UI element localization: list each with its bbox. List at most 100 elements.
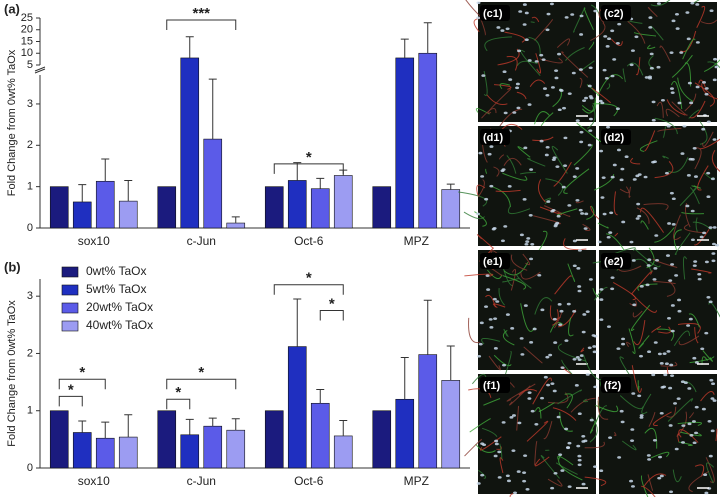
fiber [689, 100, 706, 119]
nucleus [707, 419, 712, 423]
nucleus [489, 184, 494, 188]
error-bar [101, 158, 110, 182]
nucleus [630, 439, 635, 442]
fiber [647, 44, 656, 50]
nucleus [688, 157, 693, 161]
fiber [584, 441, 605, 449]
nucleus [476, 1, 481, 5]
nucleus [534, 422, 539, 426]
fiber [481, 427, 498, 438]
fiber [688, 109, 700, 119]
nucleus [670, 374, 675, 377]
label-bg [480, 129, 510, 145]
legend-label: 5wt% TaOx [86, 282, 146, 296]
nucleus [540, 308, 545, 312]
micrograph-bg [599, 2, 717, 122]
fiber [492, 303, 506, 309]
nucleus [657, 476, 662, 480]
nucleus [610, 74, 615, 78]
nucleus [477, 354, 482, 358]
nucleus [572, 239, 577, 243]
error-bar [423, 299, 432, 355]
bar [395, 57, 415, 229]
nucleus [687, 81, 692, 85]
fiber [631, 270, 653, 295]
panel-label: (f1) [483, 380, 500, 392]
y-tick-label: 2 [27, 139, 33, 151]
fiber [464, 273, 494, 277]
nucleus [647, 75, 652, 79]
fiber [553, 311, 563, 329]
micrograph-bg [478, 126, 596, 246]
nucleus [556, 214, 561, 218]
nucleus [665, 254, 670, 257]
nucleus [692, 441, 697, 445]
nucleus [682, 124, 687, 128]
nucleus [709, 378, 714, 382]
fiber [481, 337, 500, 345]
nucleus [485, 274, 490, 277]
nucleus [652, 278, 657, 281]
x-tick-label: c-Jun [187, 474, 216, 488]
nucleus [571, 71, 576, 75]
fiber [552, 407, 577, 421]
nucleus [662, 352, 667, 355]
significance-bracket [166, 378, 237, 390]
fiber [684, 202, 691, 228]
y-axis-label: Fold Change from 0wt% TaOx [6, 300, 18, 447]
nucleus [492, 297, 497, 301]
fiber [659, 45, 671, 62]
nucleus [593, 9, 598, 13]
nucleus [674, 447, 679, 451]
fiber [694, 464, 705, 477]
fiber [688, 313, 700, 328]
nucleus [688, 317, 693, 321]
fiber [597, 396, 609, 420]
fiber [587, 104, 596, 129]
nucleus [530, 409, 535, 413]
nucleus [620, 420, 625, 424]
nucleus [505, 27, 510, 31]
nucleus [619, 409, 624, 413]
bar [72, 201, 92, 229]
nucleus [608, 436, 613, 439]
bar [49, 410, 69, 469]
label-bg [601, 377, 631, 393]
fiber [502, 172, 528, 181]
fiber [502, 329, 515, 346]
fiber [595, 405, 608, 423]
fiber [691, 185, 701, 189]
nucleus [668, 279, 673, 282]
fiber [523, 346, 543, 364]
fiber [678, 429, 699, 443]
nucleus [582, 99, 587, 102]
nucleus [566, 302, 571, 306]
nucleus [557, 108, 562, 112]
nucleus [708, 300, 713, 304]
fiber [475, 443, 496, 453]
nucleus [539, 139, 544, 143]
nucleus [501, 168, 506, 171]
nucleus [579, 14, 584, 18]
nucleus [587, 84, 592, 88]
nucleus [671, 197, 676, 201]
fiber [692, 0, 701, 4]
nucleus [648, 16, 653, 19]
nucleus [706, 295, 711, 299]
nucleus [687, 387, 692, 390]
nucleus [493, 317, 498, 320]
nucleus [592, 345, 597, 348]
nucleus [495, 300, 500, 303]
fiber [528, 36, 541, 57]
nucleus [570, 13, 575, 16]
nucleus [680, 380, 685, 384]
nucleus [522, 23, 527, 26]
error-bar [78, 184, 87, 202]
nucleus [577, 358, 582, 361]
nucleus [702, 81, 707, 84]
nucleus [555, 221, 560, 225]
nucleus [519, 337, 524, 340]
fiber [667, 157, 689, 173]
fiber [469, 418, 491, 433]
fiber [551, 309, 559, 326]
